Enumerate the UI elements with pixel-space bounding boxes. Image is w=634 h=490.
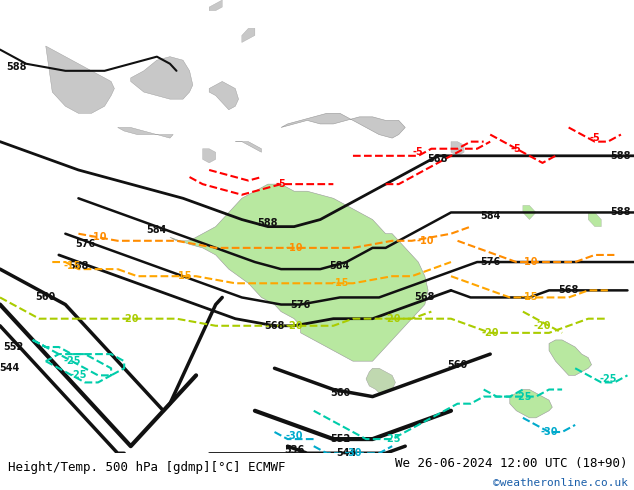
Text: 568: 568 [68, 261, 89, 270]
Text: 560: 560 [330, 388, 350, 398]
Text: -30: -30 [540, 427, 558, 437]
Text: -20: -20 [122, 314, 139, 324]
Text: 584: 584 [146, 225, 167, 235]
Text: -25: -25 [70, 370, 87, 380]
Text: 584: 584 [330, 261, 350, 270]
Polygon shape [235, 142, 261, 152]
Polygon shape [549, 340, 592, 375]
Text: We 26-06-2024 12:00 UTC (18+90): We 26-06-2024 12:00 UTC (18+90) [395, 457, 628, 470]
Polygon shape [46, 46, 114, 113]
Text: 588: 588 [611, 207, 631, 218]
Text: -30: -30 [344, 448, 362, 458]
Text: -15: -15 [331, 278, 349, 288]
Text: -5: -5 [413, 147, 424, 157]
Text: 588: 588 [6, 62, 27, 73]
Polygon shape [209, 0, 223, 11]
Text: 568: 568 [264, 321, 285, 331]
Text: 588: 588 [611, 151, 631, 161]
Text: -5: -5 [511, 144, 522, 154]
Text: ©weatheronline.co.uk: ©weatheronline.co.uk [493, 478, 628, 489]
Text: -30: -30 [285, 431, 303, 441]
Polygon shape [451, 142, 464, 156]
Text: -20: -20 [285, 321, 303, 331]
Text: -10: -10 [285, 243, 303, 253]
Text: 584: 584 [480, 211, 500, 221]
Text: -25: -25 [63, 356, 81, 366]
Polygon shape [281, 113, 405, 138]
Text: 576: 576 [480, 257, 500, 267]
Polygon shape [242, 28, 255, 43]
Text: -15: -15 [521, 293, 538, 302]
Text: -10: -10 [89, 232, 107, 242]
Text: -10: -10 [416, 236, 434, 246]
Text: -15: -15 [63, 261, 81, 270]
Polygon shape [118, 127, 173, 138]
Text: 552: 552 [330, 434, 350, 444]
Polygon shape [170, 184, 428, 361]
Polygon shape [366, 368, 396, 393]
Text: 544: 544 [336, 448, 356, 458]
Text: 560: 560 [448, 360, 468, 370]
Text: 560: 560 [36, 293, 56, 302]
Text: -5: -5 [590, 133, 600, 143]
Text: -20: -20 [534, 321, 551, 331]
Text: -25: -25 [599, 374, 617, 384]
Text: -25: -25 [384, 434, 401, 444]
Text: -20: -20 [481, 328, 499, 338]
Text: 552: 552 [3, 342, 23, 352]
Text: -15: -15 [174, 271, 191, 281]
Text: 576: 576 [75, 239, 95, 249]
Text: 544: 544 [0, 363, 20, 373]
Text: -10: -10 [521, 257, 538, 267]
Text: -25: -25 [514, 392, 532, 402]
Polygon shape [203, 149, 216, 163]
Text: 588: 588 [428, 154, 448, 164]
Text: Height/Temp. 500 hPa [gdmp][°C] ECMWF: Height/Temp. 500 hPa [gdmp][°C] ECMWF [8, 462, 285, 474]
Polygon shape [588, 213, 601, 226]
Polygon shape [510, 390, 552, 418]
Text: -20: -20 [384, 314, 401, 324]
Text: -5: -5 [276, 179, 287, 189]
Text: 588: 588 [258, 218, 278, 228]
Polygon shape [131, 57, 193, 99]
Polygon shape [523, 205, 536, 220]
Text: 576: 576 [290, 299, 311, 310]
Text: 536: 536 [284, 445, 304, 455]
Text: 568: 568 [559, 285, 579, 295]
Text: 568: 568 [415, 293, 435, 302]
Polygon shape [209, 81, 238, 110]
